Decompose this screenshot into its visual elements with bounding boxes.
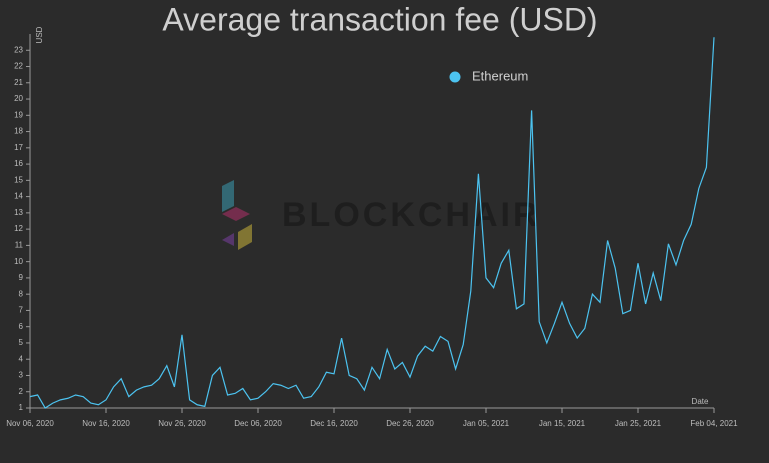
y-tick-label: 5 [19,338,24,347]
y-tick-label: 4 [19,354,24,363]
watermark: BLOCKCHAIR [282,196,541,234]
y-tick-label: 21 [14,78,23,87]
x-tick-label: Jan 25, 2021 [615,419,662,428]
x-tick-label: Dec 16, 2020 [310,419,358,428]
y-axis-label: USD [35,26,44,43]
data-line [29,37,715,409]
legend-label: Ethereum [472,68,528,83]
y-tick-label: 1 [19,403,24,412]
y-tick-label: 12 [14,224,23,233]
y-tick-label: 16 [14,159,23,168]
x-tick-label: Feb 04, 2021 [690,419,738,428]
y-tick-label: 6 [19,322,24,331]
y-tick-label: 19 [14,110,23,119]
y-tick-label: 14 [14,192,23,201]
legend-marker [449,71,461,83]
y-tick-label: 20 [14,94,23,103]
y-tick-label: 23 [14,45,23,54]
y-tick-label: 13 [14,208,23,217]
x-tick-label: Dec 06, 2020 [234,419,282,428]
y-tick-label: 2 [19,387,24,396]
x-tick-label: Nov 06, 2020 [6,419,54,428]
y-tick-label: 9 [19,273,24,282]
y-tick-label: 3 [19,371,24,380]
y-tick-label: 18 [14,127,23,136]
y-tick-label: 10 [14,257,23,266]
x-tick-label: Dec 26, 2020 [386,419,434,428]
x-tick-label: Jan 05, 2021 [463,419,510,428]
y-tick-label: 17 [14,143,23,152]
y-tick-label: 8 [19,289,24,298]
y-tick-label: 15 [14,175,23,184]
x-tick-label: Jan 15, 2021 [539,419,586,428]
chart-title: Average transaction fee (USD) [162,1,597,37]
y-tick-label: 22 [14,62,23,71]
watermark-logo [222,180,252,250]
x-tick-label: Nov 26, 2020 [158,419,206,428]
x-tick-label: Nov 16, 2020 [82,419,130,428]
y-tick-label: 7 [19,306,24,315]
x-axis-label: Date [692,397,709,406]
y-tick-label: 11 [15,241,24,250]
